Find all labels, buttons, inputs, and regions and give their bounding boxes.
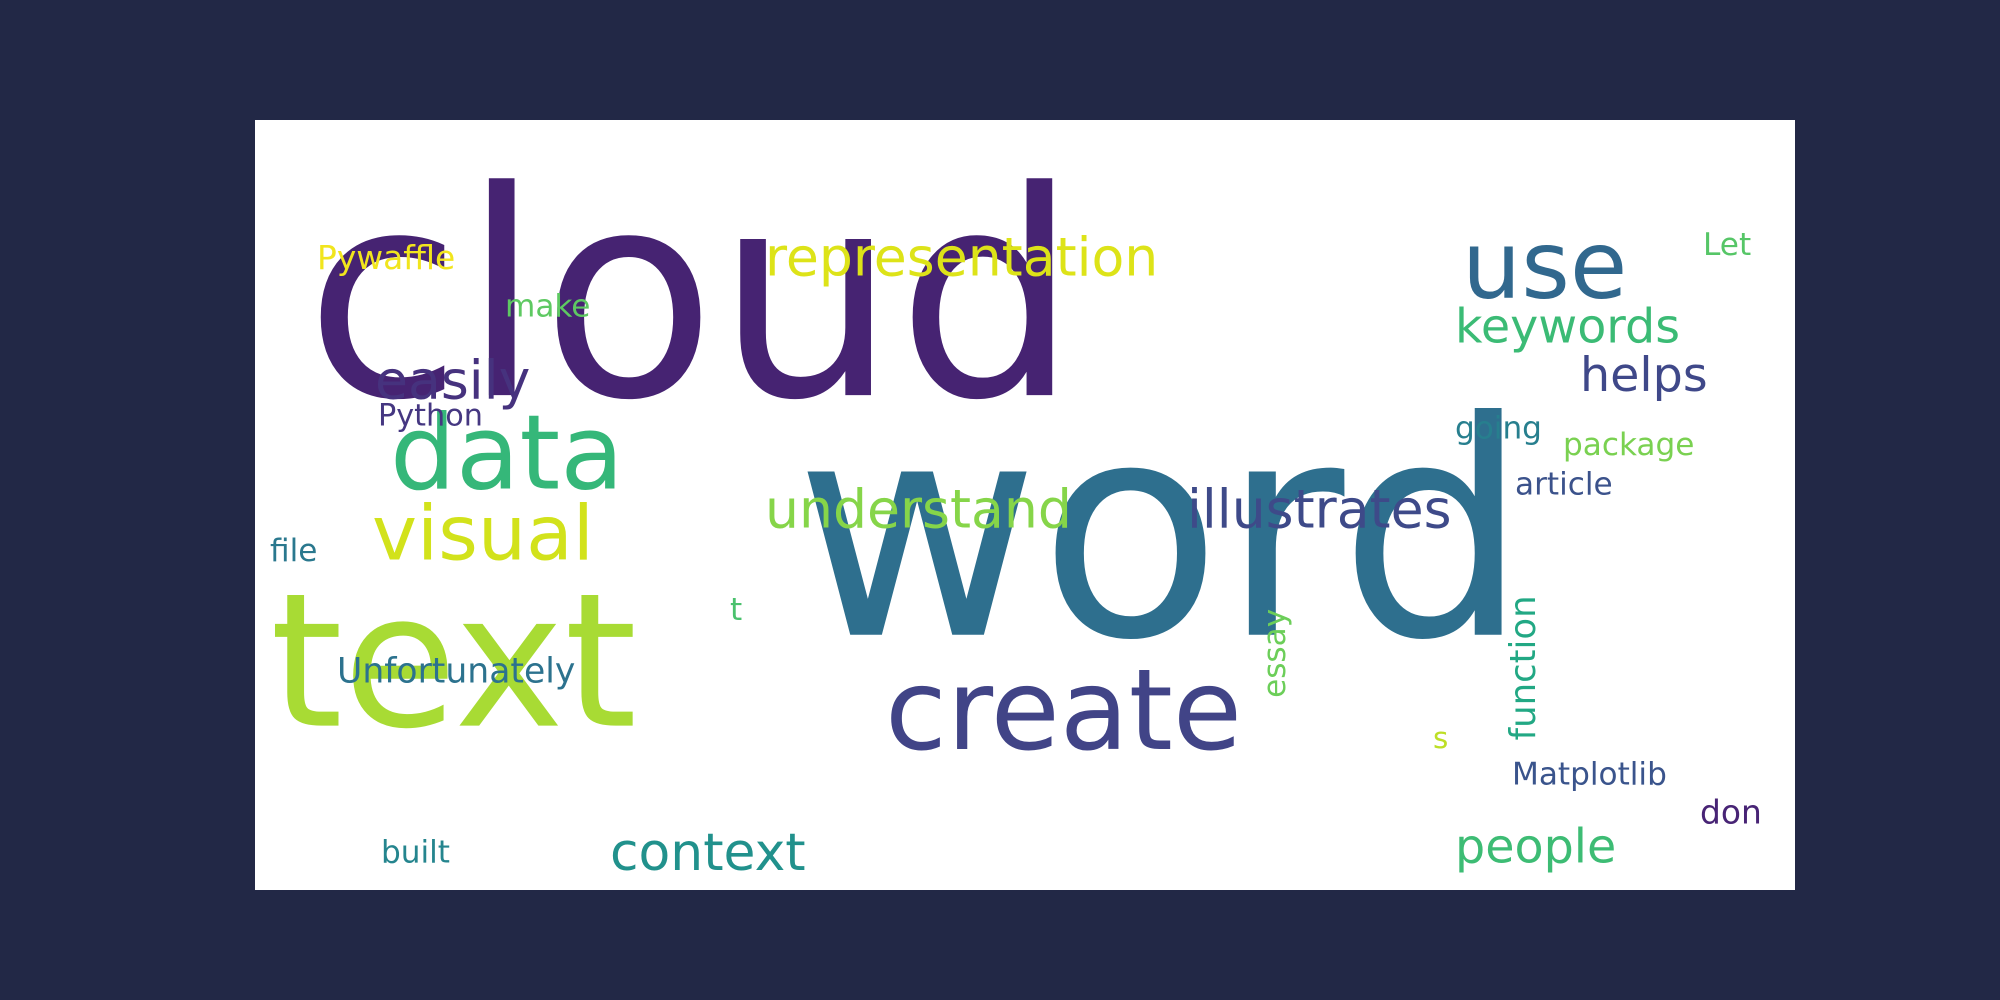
word-Python: Python	[378, 398, 483, 433]
word-Matplotlib: Matplotlib	[1512, 756, 1667, 792]
word-package: package	[1563, 427, 1694, 463]
word-representation: representation	[765, 226, 1158, 289]
word-s: s	[1433, 721, 1448, 755]
word-don: don	[1700, 792, 1762, 831]
word-article: article	[1515, 467, 1613, 503]
word-essay: essay	[1257, 609, 1293, 698]
word-file: file	[270, 533, 317, 569]
word-t: t	[730, 592, 742, 628]
word-going: going	[1455, 410, 1542, 446]
word-word: word	[795, 359, 1529, 706]
word-use: use	[1462, 211, 1627, 320]
word-data: data	[390, 394, 624, 514]
word-make: make	[505, 288, 590, 324]
word-cloud-panel: cloud word text create data use visual represen…	[255, 120, 1795, 890]
word-visual: visual	[372, 489, 594, 578]
word-keywords: keywords	[1455, 299, 1680, 354]
word-Unfortunately: Unfortunately	[337, 651, 575, 691]
word-text: text	[270, 553, 637, 770]
word-cloud: cloud	[305, 131, 1078, 463]
word-Pywaffle: Pywaffle	[317, 238, 455, 277]
word-illustrates: illustrates	[1187, 477, 1452, 540]
word-Let: Let	[1703, 227, 1751, 263]
word-easily: easily	[375, 349, 530, 412]
word-context: context	[610, 823, 806, 883]
word-understand: understand	[765, 477, 1072, 540]
word-create: create	[885, 645, 1242, 776]
word-helps: helps	[1580, 348, 1708, 403]
word-built: built	[381, 834, 450, 870]
word-function: function	[1503, 595, 1544, 740]
word-people: people	[1455, 819, 1616, 874]
